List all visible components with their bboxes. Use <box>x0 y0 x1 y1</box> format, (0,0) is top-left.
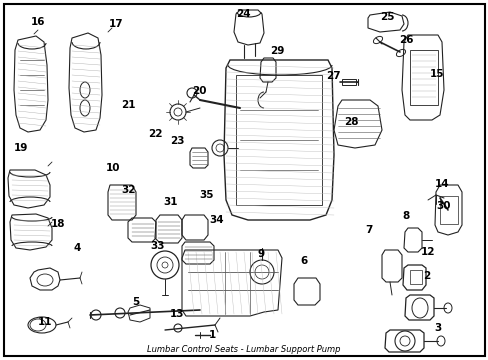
Text: 8: 8 <box>402 211 408 221</box>
Text: 32: 32 <box>121 185 135 195</box>
Text: 19: 19 <box>14 143 28 153</box>
Text: 28: 28 <box>343 117 358 127</box>
Text: 29: 29 <box>270 46 285 56</box>
Text: 13: 13 <box>169 309 184 319</box>
Text: 27: 27 <box>325 71 340 81</box>
Text: 5: 5 <box>132 297 139 307</box>
Text: 15: 15 <box>428 69 443 79</box>
Text: 4: 4 <box>73 243 81 253</box>
Bar <box>439 196 457 224</box>
Text: 1: 1 <box>209 330 216 340</box>
Text: 9: 9 <box>257 249 264 259</box>
Text: 35: 35 <box>199 190 213 200</box>
Text: 25: 25 <box>379 12 394 22</box>
Bar <box>409 50 437 105</box>
Text: 3: 3 <box>433 323 440 333</box>
Text: 2: 2 <box>422 271 429 282</box>
Text: 10: 10 <box>106 163 121 174</box>
Bar <box>341 79 355 85</box>
Text: 23: 23 <box>169 136 184 146</box>
Bar <box>409 270 421 284</box>
Text: 16: 16 <box>31 17 45 27</box>
Text: 11: 11 <box>38 317 53 327</box>
Bar <box>236 75 321 205</box>
Text: 6: 6 <box>300 256 307 266</box>
Text: 7: 7 <box>365 225 372 235</box>
Text: 12: 12 <box>420 247 434 257</box>
Text: 17: 17 <box>109 19 123 30</box>
Text: 22: 22 <box>148 129 163 139</box>
Text: 34: 34 <box>208 215 223 225</box>
Text: 31: 31 <box>163 197 177 207</box>
Text: 18: 18 <box>50 219 65 229</box>
Text: 14: 14 <box>434 179 449 189</box>
Text: 24: 24 <box>236 9 250 19</box>
Text: 33: 33 <box>150 240 164 251</box>
Text: 26: 26 <box>399 35 413 45</box>
Text: Lumbar Control Seats - Lumbar Support Pump: Lumbar Control Seats - Lumbar Support Pu… <box>147 346 340 355</box>
Text: 21: 21 <box>121 100 135 110</box>
Text: 30: 30 <box>436 201 450 211</box>
Text: 20: 20 <box>192 86 206 96</box>
